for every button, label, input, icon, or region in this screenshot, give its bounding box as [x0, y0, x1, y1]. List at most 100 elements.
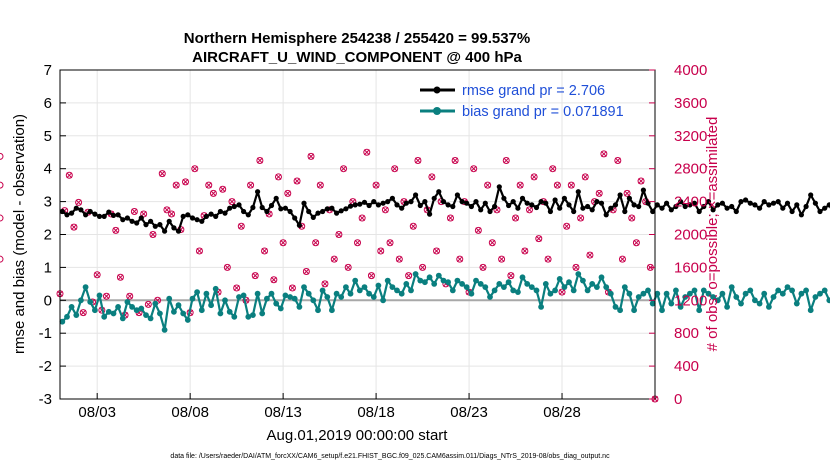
bias-point: [473, 277, 479, 284]
bias-point: [129, 304, 136, 310]
rmse-point: [366, 202, 372, 209]
rmse-point: [273, 195, 279, 201]
obs-possible-marker: [335, 231, 343, 238]
rmse-point: [134, 220, 140, 226]
rmse-point: [180, 213, 186, 219]
bias-point: [87, 299, 94, 305]
bias-point: [487, 294, 493, 300]
bias-point: [96, 292, 103, 299]
bias-point: [603, 284, 610, 290]
bias-point: [356, 287, 363, 294]
bias-point: [700, 287, 707, 294]
rmse-point: [292, 215, 298, 221]
bias-point: [440, 277, 447, 284]
rmse-point: [324, 206, 330, 212]
bias-point: [408, 287, 414, 294]
rmse-point: [687, 202, 693, 208]
rmse-point: [138, 215, 144, 221]
obs-assimilated-marker: [117, 274, 124, 281]
bias-point: [403, 281, 410, 287]
obs-assimilated-marker: [196, 247, 203, 254]
y-tick-label-left: 0: [44, 292, 52, 309]
y-tick-label-right: 3600: [674, 95, 707, 112]
obs-possible-marker: [572, 263, 580, 271]
data-file-footnote: data file: /Users/raeder/DAI/ATM_forcXX/…: [170, 453, 610, 460]
legend-rmse-label: rmse grand pr = 2.706: [462, 83, 605, 99]
bias-point: [375, 282, 382, 289]
bias-point: [589, 281, 596, 287]
obs-possible-marker: [149, 231, 157, 238]
y-tick-label-right: 2000: [674, 227, 707, 244]
obs-assimilated-marker: [480, 264, 486, 271]
obs-possible-marker: [512, 214, 520, 222]
obs-assimilated-marker: [80, 309, 87, 316]
rmse-point: [171, 225, 177, 231]
y-tick-label-right: 4000: [674, 62, 707, 79]
obs-possible-marker: [595, 189, 603, 197]
obs-assimilated-marker: [410, 223, 417, 230]
bias-point: [380, 297, 386, 304]
rmse-point: [431, 195, 437, 201]
rmse-point: [371, 199, 377, 205]
rmse-point: [673, 203, 679, 210]
obs-possible-marker: [474, 226, 482, 234]
bias-point: [366, 290, 372, 297]
rmse-point: [547, 208, 554, 215]
obs-assimilated-marker: [252, 272, 259, 279]
rmse-point: [691, 200, 698, 206]
rmse-point: [701, 203, 707, 210]
rmse-point: [501, 195, 507, 201]
obs-possible-marker: [219, 185, 227, 193]
bias-point: [659, 307, 665, 314]
rmse-point: [585, 203, 591, 210]
bias-point: [92, 307, 98, 314]
rmse-point: [733, 208, 739, 215]
obs-markers: [0, 149, 659, 403]
bias-point: [510, 287, 517, 294]
obs-possible-marker: [316, 181, 324, 189]
bias-point: [110, 310, 117, 317]
obs-possible-marker: [456, 255, 464, 263]
rmse-point: [612, 202, 619, 208]
obs-assimilated-marker: [628, 215, 635, 222]
obs-possible-marker: [70, 223, 78, 231]
rmse-point: [454, 192, 460, 198]
rmse-point: [459, 199, 465, 205]
bias-point: [752, 297, 758, 304]
obs-assimilated-marker: [419, 264, 426, 271]
obs-assimilated-marker: [512, 215, 519, 222]
obs-possible-marker: [516, 181, 524, 189]
bias-point: [580, 277, 586, 284]
bias-point: [766, 304, 772, 310]
bias-point: [682, 294, 689, 300]
bias-point: [222, 297, 228, 304]
rmse-point: [64, 212, 70, 218]
obs-possible-marker: [344, 263, 352, 271]
bias-point: [812, 294, 819, 300]
bias-point: [617, 307, 623, 314]
rmse-point: [389, 195, 395, 201]
obs-possible-marker: [498, 255, 506, 263]
rmse-point: [69, 210, 75, 216]
obs-possible-marker: [195, 247, 203, 255]
rmse-point: [361, 199, 368, 205]
bias-point: [264, 295, 270, 302]
obs-assimilated-marker: [294, 178, 301, 184]
rmse-point: [752, 202, 758, 208]
bias-point: [779, 290, 786, 297]
bias-point: [319, 287, 326, 294]
rmse-point: [561, 195, 568, 201]
rmse-point: [287, 208, 293, 215]
bias-point: [161, 327, 168, 333]
bias-point: [761, 290, 768, 297]
bias-point: [817, 290, 823, 297]
bias-point: [352, 277, 359, 284]
y-tick-label-left: -1: [39, 325, 52, 342]
obs-assimilated-marker: [345, 264, 352, 271]
obs-possible-marker: [525, 206, 533, 214]
rmse-point: [403, 200, 409, 206]
x-tick-label: 08/23: [450, 404, 488, 421]
obs-possible-marker: [247, 181, 255, 189]
bias-point: [324, 294, 331, 300]
